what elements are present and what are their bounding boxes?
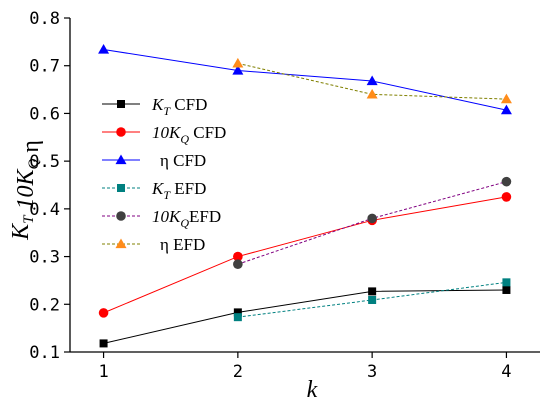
legend-label: 10KQ CFD [152, 123, 226, 146]
series-3 [98, 43, 512, 115]
data-point-triangle [115, 154, 127, 165]
x-tick-label: 2 [233, 362, 243, 382]
legend-item: 10KQEFD [102, 207, 221, 230]
data-point-circle [116, 127, 126, 137]
y-tick-label: 0.2 [29, 295, 60, 315]
data-point-square [502, 285, 511, 294]
y-tick-label: 0.3 [29, 248, 60, 268]
legend-item: KT CFD [102, 95, 207, 118]
data-point-square [99, 339, 108, 348]
series-line [103, 196, 507, 314]
data-point-triangle [115, 238, 127, 249]
y-tick-label: 0.4 [29, 200, 60, 220]
data-point-square [233, 313, 242, 322]
data-point-triangle [366, 88, 378, 99]
legend-item: KT EFD [102, 179, 206, 202]
x-tick-label: 3 [367, 362, 377, 382]
data-point-circle [98, 308, 109, 318]
y-tick-label: 0.8 [29, 9, 60, 29]
data-point-circle [367, 213, 377, 224]
y-tick-label: 0.1 [29, 343, 60, 363]
legend-item: η EFD [102, 235, 205, 254]
x-tick-label: 4 [501, 362, 511, 382]
x-axis-label: k [307, 377, 318, 403]
legend: KT CFD 10KQ CFD η CFD KT EFD 10KQEFD η EFD [102, 95, 226, 254]
series-5 [233, 176, 512, 270]
data-point-triangle [500, 104, 512, 115]
data-point-circle [501, 176, 512, 187]
series-layer [98, 43, 512, 348]
y-tick-label: 0.5 [29, 152, 60, 172]
legend-item: η CFD [102, 151, 206, 170]
data-point-circle [501, 192, 512, 202]
y-axis-label: KT 10KQ η [8, 140, 44, 241]
data-point-circle [233, 259, 243, 270]
data-point-triangle [232, 57, 244, 68]
series-line [103, 48, 507, 111]
axes: 0.1 0.2 0.3 0.4 0.5 0.6 0.7 0.8 1 2 3 4 [29, 9, 540, 382]
data-point-circle [233, 251, 243, 262]
y-axis-label-text: KT 10KQ η [8, 140, 44, 241]
legend-label: 10KQEFD [152, 207, 221, 230]
y-tick-label: 0.6 [29, 104, 60, 124]
data-point-square [117, 100, 125, 108]
series-line [103, 289, 507, 344]
x-tick-label: 1 [98, 362, 108, 382]
legend-label: KT CFD [151, 95, 207, 118]
data-point-square [502, 278, 511, 287]
data-point-circle [116, 211, 126, 221]
data-point-triangle [366, 75, 378, 86]
legend-label: KT EFD [151, 179, 206, 202]
data-point-triangle [500, 93, 512, 104]
series-6 [232, 57, 512, 104]
data-point-square [368, 287, 377, 296]
data-point-triangle [98, 43, 110, 54]
data-point-square [233, 308, 242, 317]
data-point-square [368, 295, 377, 304]
legend-label: η CFD [160, 151, 206, 170]
y-tick-label: 0.7 [29, 57, 60, 77]
legend-item: 10KQ CFD [102, 123, 226, 146]
series-4 [233, 278, 511, 322]
data-point-square [117, 184, 125, 192]
series-1 [99, 285, 511, 348]
legend-label: η EFD [160, 235, 205, 254]
data-point-triangle [232, 64, 244, 75]
